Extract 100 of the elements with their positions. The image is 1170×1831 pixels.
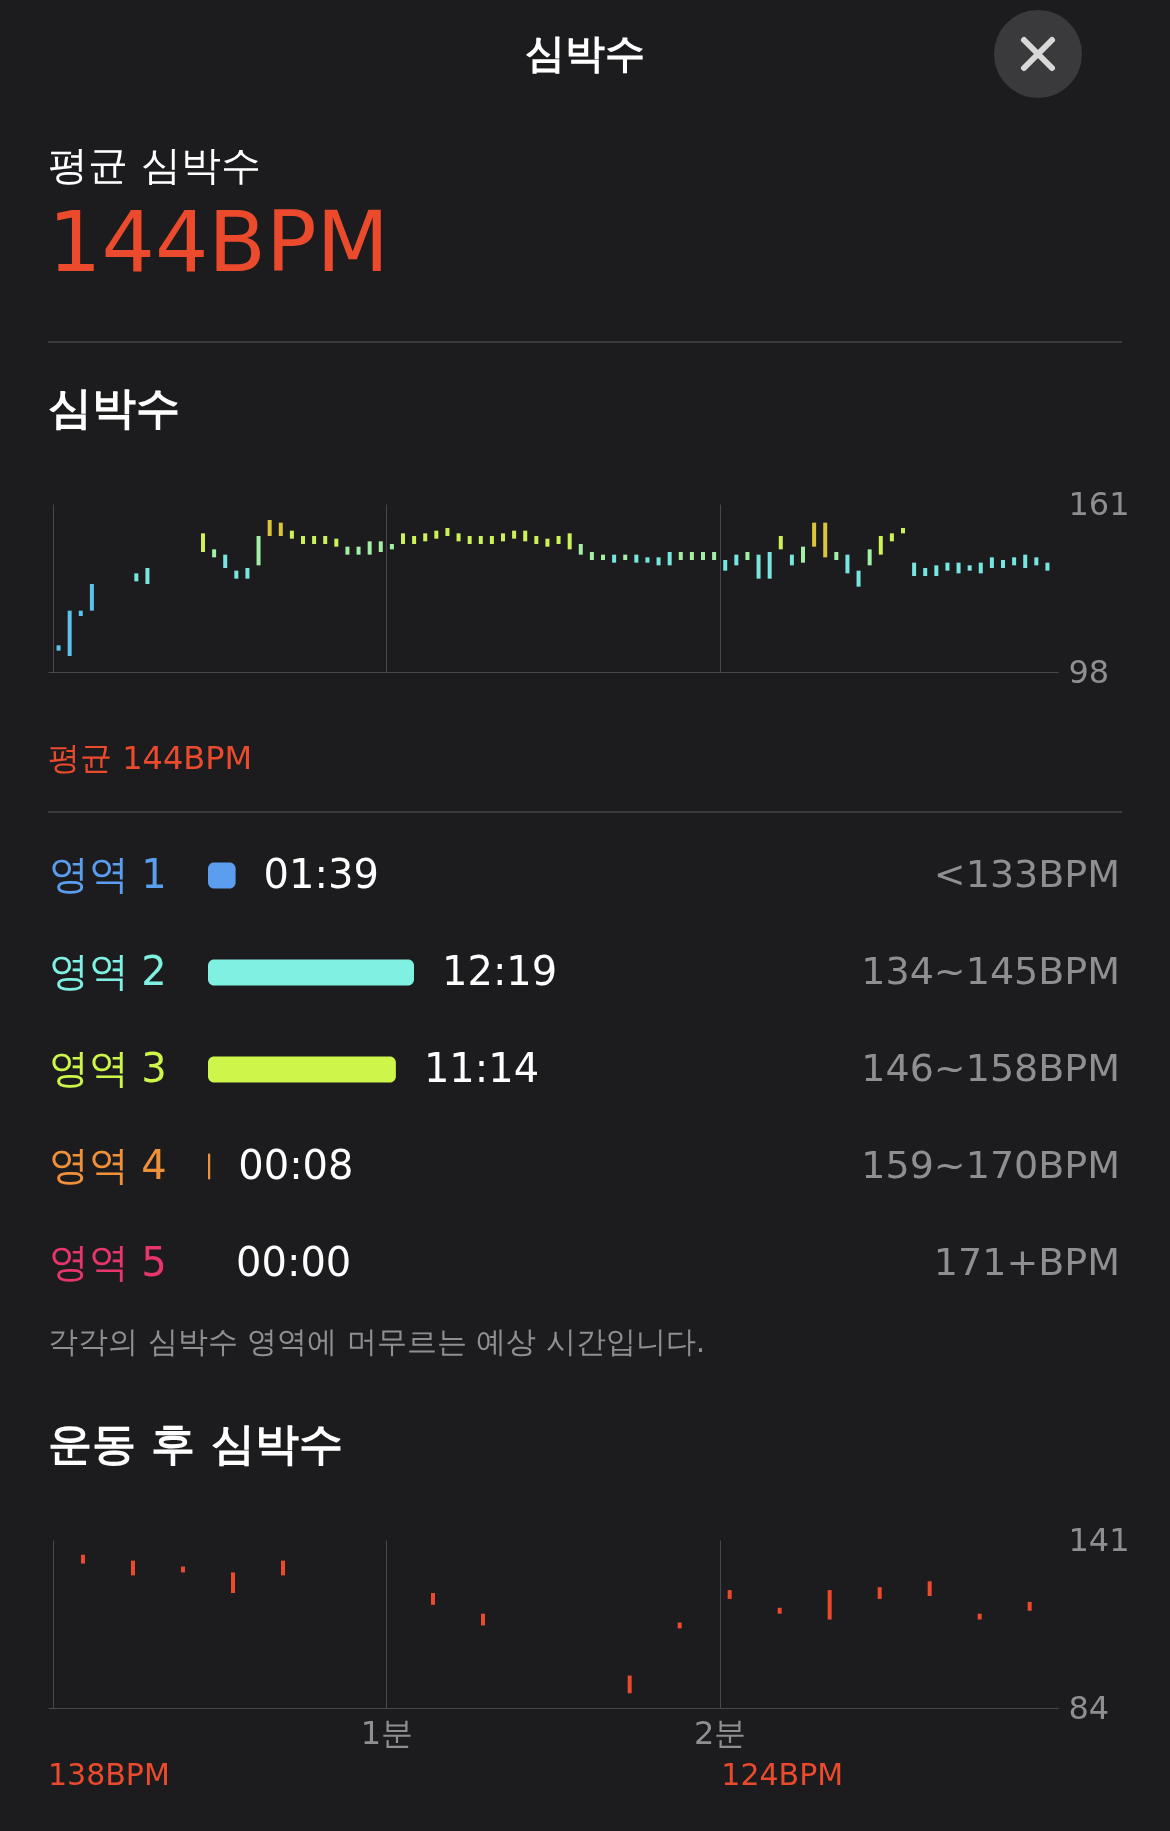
bar [212, 549, 217, 558]
bar [945, 562, 950, 571]
bar [1034, 557, 1039, 566]
bar [534, 536, 539, 544]
y-tick-label: 161 [1068, 484, 1130, 523]
bar [389, 544, 394, 550]
bar [701, 552, 705, 560]
text: <133BPM [933, 851, 1120, 896]
bar [545, 538, 550, 547]
bar [1001, 560, 1005, 568]
bar [989, 557, 994, 568]
bar [312, 536, 317, 544]
bar [845, 554, 850, 574]
bar [923, 568, 928, 576]
bar [901, 528, 905, 534]
bar [345, 546, 350, 555]
bar [745, 552, 750, 560]
bar [778, 536, 783, 550]
bar [789, 554, 794, 566]
bar [481, 1613, 485, 1626]
bar [767, 552, 772, 579]
y-tick-label: 84 [1068, 1688, 1110, 1727]
bar [567, 533, 572, 550]
bar [434, 530, 439, 539]
bar [81, 1554, 85, 1564]
chart-title: 심박수 [48, 381, 181, 435]
bar [623, 554, 628, 560]
bar [301, 536, 305, 544]
bar [256, 536, 261, 566]
bar [367, 541, 372, 555]
x-tick-label: 1분 [360, 1713, 414, 1752]
bar [323, 536, 328, 544]
bar [877, 1587, 882, 1599]
bar [578, 544, 583, 555]
bar [523, 530, 528, 542]
y-tick-label: 98 [1068, 652, 1110, 691]
bar [401, 533, 405, 544]
bar [1023, 554, 1028, 568]
bar [656, 557, 661, 566]
text: 각각의 심박수 영역에 머무르는 예상 시간입니다. [48, 1323, 707, 1361]
text: 146~158BPM [861, 1045, 1120, 1090]
bar [801, 546, 805, 563]
text: 124BPM [721, 1757, 844, 1792]
bar [689, 552, 694, 560]
y-tick-label: 영역 1 [48, 850, 167, 897]
bar [445, 528, 450, 536]
bar [423, 533, 428, 542]
y-tick-label: 영역 3 [48, 1044, 167, 1091]
bar [834, 552, 839, 560]
bar [208, 1056, 396, 1083]
bar [627, 1675, 632, 1694]
text: 138BPM [48, 1757, 170, 1792]
text: 평균 144BPM [48, 738, 254, 779]
bar [912, 562, 917, 576]
bar [1027, 1601, 1032, 1611]
text: 144BPM [48, 193, 391, 291]
text: 평균 심박수 [48, 141, 262, 190]
bar [145, 568, 150, 584]
data-label: 12:19 [442, 947, 558, 994]
bar [856, 570, 861, 587]
bar [556, 536, 561, 544]
bar [467, 536, 472, 544]
bar [501, 533, 505, 542]
bar [827, 1590, 832, 1620]
bar [878, 536, 883, 555]
bar [867, 549, 872, 566]
bar [667, 552, 672, 566]
bar [777, 1607, 782, 1614]
bar [934, 565, 939, 576]
chart-title: 운동 후 심박수 [48, 1417, 344, 1471]
bar [601, 554, 605, 560]
bar [201, 533, 205, 552]
bar [356, 546, 361, 555]
bar [231, 1572, 235, 1594]
data-label: 00:00 [236, 1238, 352, 1285]
text: 159~170BPM [861, 1142, 1120, 1187]
bar [927, 1581, 932, 1596]
bar [756, 554, 761, 579]
bar [378, 541, 383, 552]
bar [645, 557, 650, 563]
data-label: 00:08 [238, 1141, 354, 1188]
bar [56, 645, 61, 651]
bar [245, 568, 250, 579]
bar [956, 562, 961, 574]
bar [1012, 557, 1017, 566]
bar [727, 1590, 732, 1599]
bar [634, 554, 639, 563]
bar [131, 1560, 135, 1576]
bar [712, 552, 717, 560]
bar [478, 536, 483, 544]
data-label: 01:39 [263, 850, 379, 897]
bar [978, 562, 983, 574]
bar [281, 1560, 285, 1576]
bar [812, 522, 817, 547]
bar [489, 536, 494, 544]
bar [278, 522, 283, 536]
bar [734, 554, 739, 566]
bar [89, 584, 94, 611]
bar [67, 610, 72, 656]
bar [234, 570, 239, 579]
